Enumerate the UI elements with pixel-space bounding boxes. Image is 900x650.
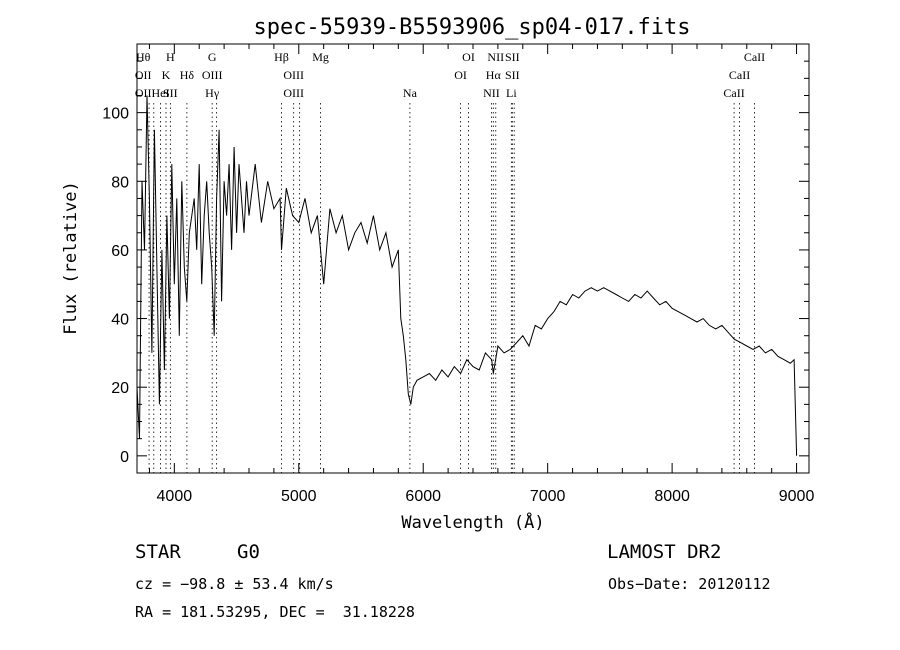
y-tick-label: 40 [111, 312, 129, 329]
axis-ticks: 4000 5000 6000 7000 8000 9000 0 20 40 60 80 100 [102, 44, 814, 505]
line-marker-label: Hα [486, 68, 502, 82]
line-marker-label: OIII [283, 86, 304, 100]
spectrum-line [136, 95, 798, 456]
y-tick-label: 80 [111, 174, 129, 191]
line-marker-label: Li [506, 86, 517, 100]
spectrum-series [136, 95, 798, 456]
survey-name: LAMOST DR2 [607, 541, 722, 563]
line-marker-label: CaII [744, 50, 765, 64]
line-marker-label: K [162, 68, 171, 82]
line-marker-label: SII [163, 86, 178, 100]
line-marker-label: HeI [152, 86, 170, 100]
ra-dec: RA = 181.53295, DEC = 31.18228 [135, 603, 415, 621]
x-tick-label: 4000 [157, 488, 193, 505]
x-tick-label: 7000 [530, 488, 566, 505]
chart-title: spec-55939-B5593906_sp04-017.fits [253, 15, 690, 40]
observation-date: Obs−Date: 20120112 [608, 575, 771, 593]
line-marker-label: OII [135, 86, 152, 100]
y-axis-label: Flux (relative) [61, 181, 81, 335]
line-marker-label: Hδ [180, 68, 195, 82]
line-marker-label: G [208, 50, 217, 64]
x-axis-label: Wavelength (Å) [401, 511, 544, 533]
line-marker-label: H [166, 50, 175, 64]
y-tick-label: 0 [120, 449, 129, 466]
line-marker-label: SII [505, 68, 520, 82]
line-marker-label: Hθ [136, 50, 151, 64]
y-tick-label: 20 [111, 380, 129, 397]
x-tick-label: 9000 [779, 488, 815, 505]
line-marker-label: CaII [729, 68, 750, 82]
line-marker-label: Mg [312, 50, 329, 64]
line-marker-label: OI [454, 68, 467, 82]
line-marker-label: Hβ [274, 50, 289, 64]
line-marker-label: NII [487, 50, 504, 64]
y-tick-label: 100 [102, 106, 129, 123]
y-tick-label: 60 [111, 243, 129, 260]
x-tick-label: 5000 [281, 488, 317, 505]
line-marker-label: Hγ [205, 86, 220, 100]
line-marker-label: OIII [202, 68, 223, 82]
line-marker-label: OI [462, 50, 475, 64]
x-tick-label: 8000 [654, 488, 690, 505]
object-subclass: G0 [237, 541, 260, 563]
x-tick-label: 6000 [405, 488, 441, 505]
redshift-cz: cz = −98.8 ± 53.4 km/s [135, 575, 334, 593]
plot-frame [136, 43, 810, 474]
object-class: STAR [135, 541, 181, 563]
line-marker-label: NII [483, 86, 500, 100]
line-marker-label: OII [135, 68, 152, 82]
line-marker-label: OIII [283, 68, 304, 82]
line-marker-label: Na [403, 86, 418, 100]
line-marker-label: SII [505, 50, 520, 64]
line-marker-label: CaII [723, 86, 744, 100]
